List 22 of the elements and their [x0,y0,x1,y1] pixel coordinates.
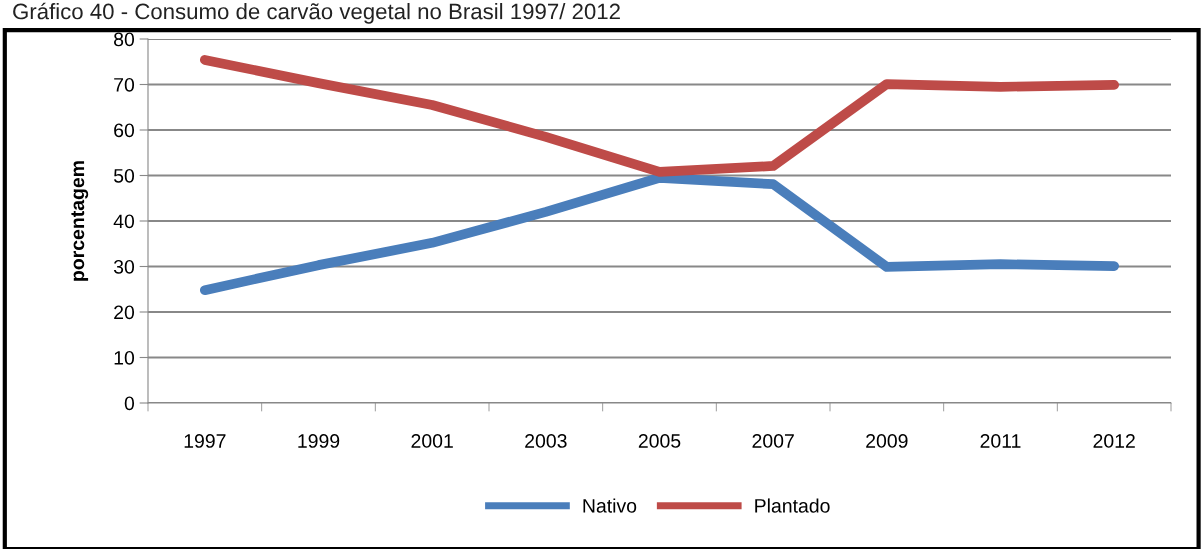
y-axis-title: porcentagem [71,161,89,281]
y-tick-label: 70 [114,77,135,92]
y-tick-label: 80 [114,32,135,47]
y-tick-label: 20 [114,305,135,320]
y-tick-label: 10 [114,350,135,365]
x-tick-label: 1999 [298,434,340,448]
x-tick-label: 2001 [411,434,453,448]
y-tick-label: 0 [124,396,135,411]
x-tick-label: 2007 [752,434,794,448]
x-tick-label: 2003 [525,434,567,448]
y-tick-label: 30 [113,259,135,274]
legend-label: Plantado [755,498,830,513]
y-tick-label: 60 [114,123,135,138]
y-tick-label: 50 [113,168,135,183]
legend-label: Nativo [583,498,637,513]
x-tick-label: 2005 [638,434,681,448]
x-tick-label: 1997 [184,434,226,448]
x-tick-label: 2012 [1093,434,1135,448]
x-tick-label: 2009 [866,434,908,448]
y-tick-label: 40 [113,214,135,229]
x-tick-label: 2011 [980,434,1021,448]
chart-title: Gráfico 40 - Consumo de carvão vegetal no Brasil 1997/ 2012 [13,2,620,24]
